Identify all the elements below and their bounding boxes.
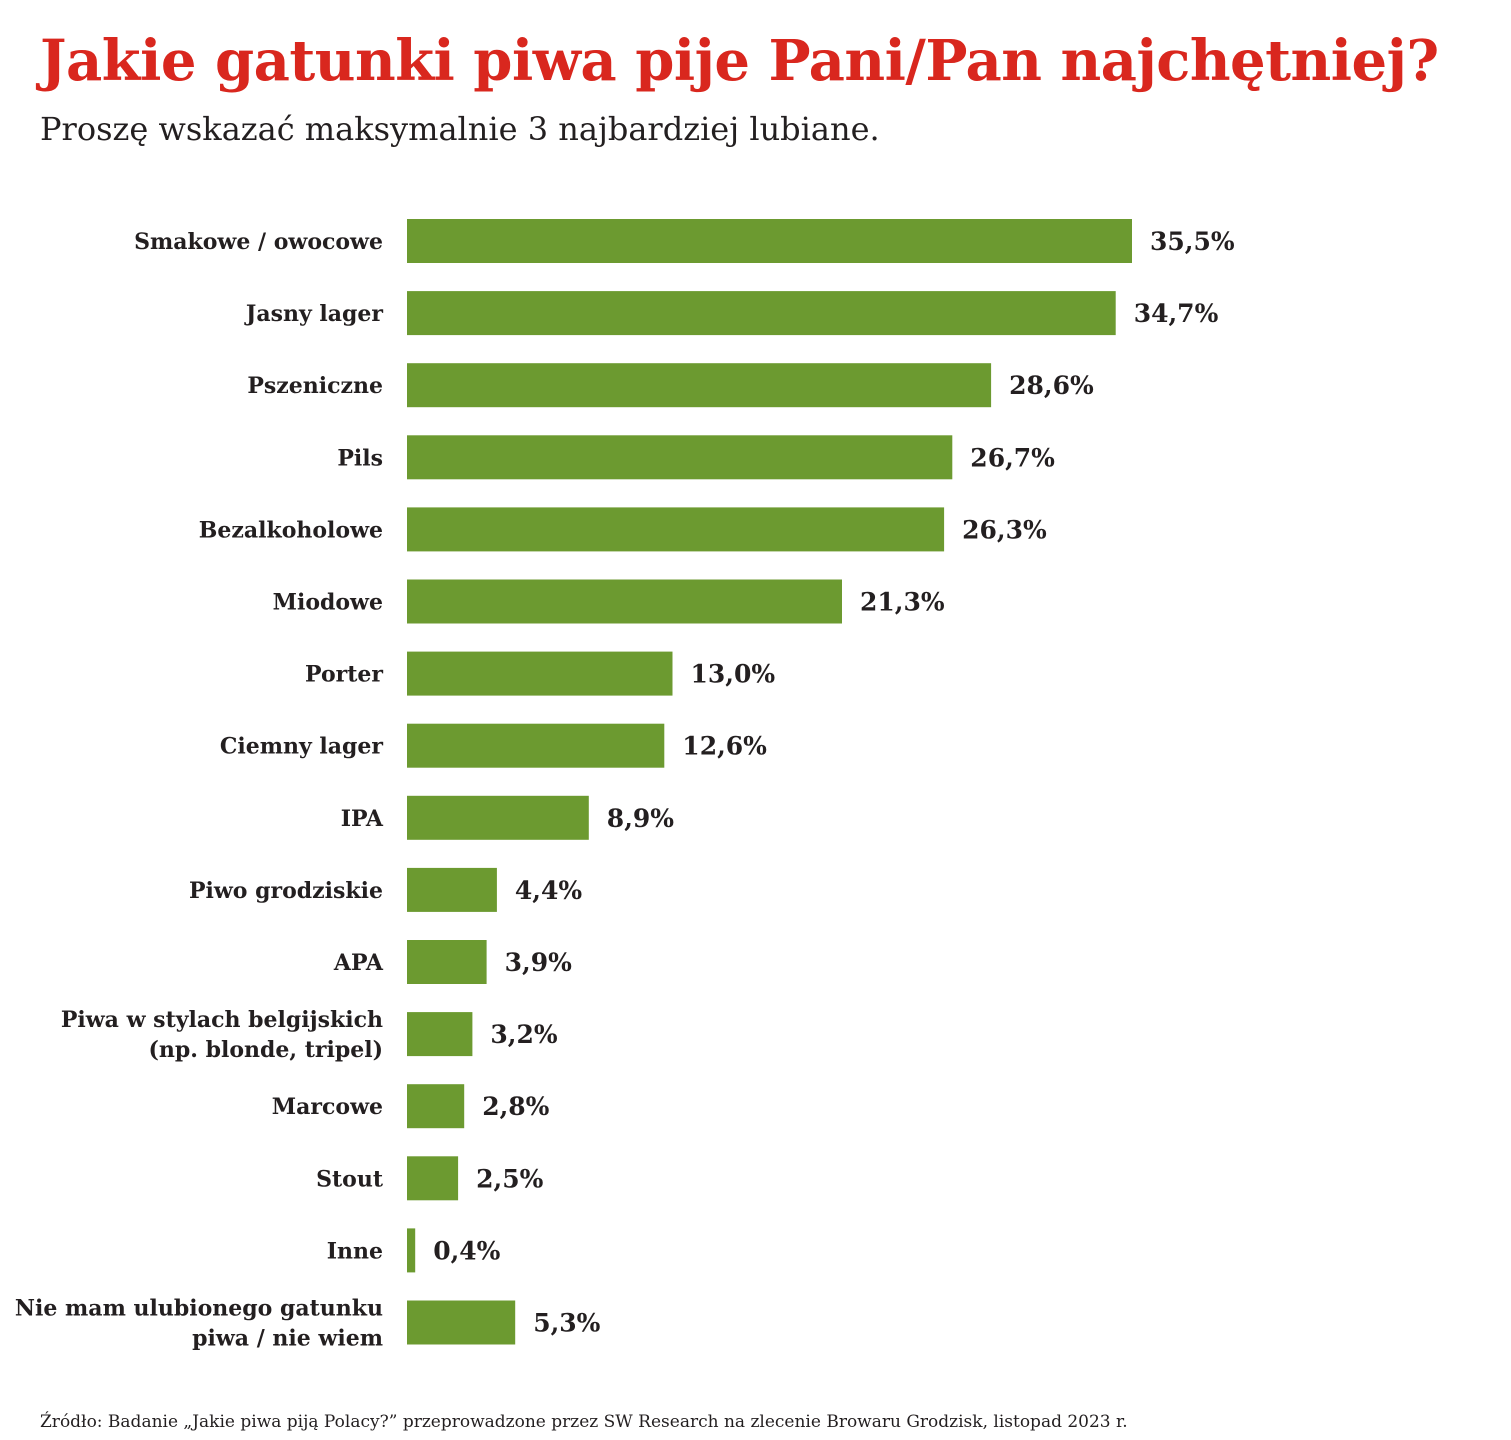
category-label-line: Marcowe (272, 1094, 383, 1120)
category-label-line: Smakowe / owocowe (134, 229, 383, 255)
value-label: 26,7% (970, 443, 1055, 472)
value-label: 5,3% (533, 1309, 600, 1338)
bar (407, 1012, 473, 1057)
value-label: 34,7% (1134, 299, 1219, 328)
value-label: 21,3% (860, 588, 945, 617)
value-label: 12,6% (682, 732, 767, 761)
value-label: 26,3% (962, 515, 1047, 544)
value-label: 2,5% (476, 1164, 543, 1193)
category-label: Miodowe (273, 590, 383, 616)
bar (407, 219, 1132, 263)
category-label-line: IPA (341, 806, 384, 832)
category-label: Pils (337, 445, 383, 471)
value-label: 0,4% (433, 1236, 500, 1265)
category-label-line: Inne (327, 1238, 383, 1264)
bar (407, 651, 673, 696)
category-label-line: Piwo grodziskie (189, 878, 383, 904)
category-label: Porter (305, 662, 383, 688)
bar (407, 1300, 516, 1345)
category-label: Piwa w stylach belgijskich (np. blonde, t… (61, 1007, 383, 1063)
value-label: 3,9% (505, 948, 572, 977)
bar (407, 940, 487, 984)
source-note: Źródło: Badanie „Jakie piwa piją Polacy?… (40, 1412, 1128, 1432)
category-label: Jasny lager (244, 301, 383, 327)
category-labels-layer: Smakowe / owocowe Jasny lager Pszeniczne Pi… (15, 229, 384, 1352)
bar (407, 1228, 416, 1273)
category-label-line: Piwa w stylach belgijskich (61, 1007, 383, 1033)
category-label: APA (333, 950, 384, 976)
category-label: Inne (327, 1238, 383, 1264)
value-label: 13,0% (691, 660, 776, 689)
category-label: Nie mam ulubionego gatunku piwa / nie wie… (15, 1296, 383, 1352)
bar (407, 867, 497, 912)
value-label: 4,4% (515, 876, 582, 905)
category-label-line: Jasny lager (244, 301, 383, 327)
category-label-line: (np. blonde, tripel) (149, 1037, 383, 1063)
bar (407, 723, 665, 768)
category-label-line: Porter (305, 662, 383, 688)
value-label: 8,9% (607, 804, 674, 833)
category-label-line: APA (333, 950, 384, 976)
category-label: Marcowe (272, 1094, 383, 1120)
category-label: Smakowe / owocowe (134, 229, 383, 255)
value-label: 35,5% (1150, 227, 1235, 256)
category-label-line: piwa / nie wiem (192, 1326, 383, 1352)
category-label-line: Pszeniczne (247, 373, 383, 399)
category-label: IPA (341, 806, 384, 832)
category-label: Stout (316, 1166, 384, 1192)
bar (407, 579, 842, 624)
bar (407, 291, 1116, 336)
value-label: 2,8% (482, 1092, 549, 1121)
category-label-line: Stout (316, 1166, 384, 1192)
value-label: 28,6% (1009, 371, 1094, 400)
bars-layer (407, 219, 1132, 1345)
chart-subtitle: Proszę wskazać maksymalnie 3 najbardziej… (40, 110, 880, 148)
value-label: 3,2% (490, 1020, 557, 1049)
category-label-line: Pils (337, 445, 383, 471)
bar (407, 435, 953, 480)
chart-title: Jakie gatunki piwa pije Pani/Pan najchęt… (40, 28, 1439, 94)
bar-chart: Smakowe / owocowe Jasny lager Pszeniczne Pi… (15, 219, 1235, 1352)
category-label: Piwo grodziskie (189, 878, 383, 904)
category-label: Pszeniczne (247, 373, 383, 399)
category-label-line: Bezalkoholowe (199, 517, 383, 543)
bar (407, 1084, 465, 1129)
value-labels-layer: 35,5% 34,7% 28,6% 26,7% 26,3% 21,3% 13,0% 12,6%… (433, 227, 1235, 1338)
bar (407, 795, 589, 840)
bar (407, 1156, 459, 1201)
bar (407, 363, 992, 408)
bar (407, 507, 945, 552)
category-label: Bezalkoholowe (199, 517, 383, 543)
category-label-line: Miodowe (273, 590, 383, 616)
category-label: Ciemny lager (220, 734, 384, 760)
category-label-line: Nie mam ulubionego gatunku (15, 1296, 383, 1322)
category-label-line: Ciemny lager (220, 734, 384, 760)
